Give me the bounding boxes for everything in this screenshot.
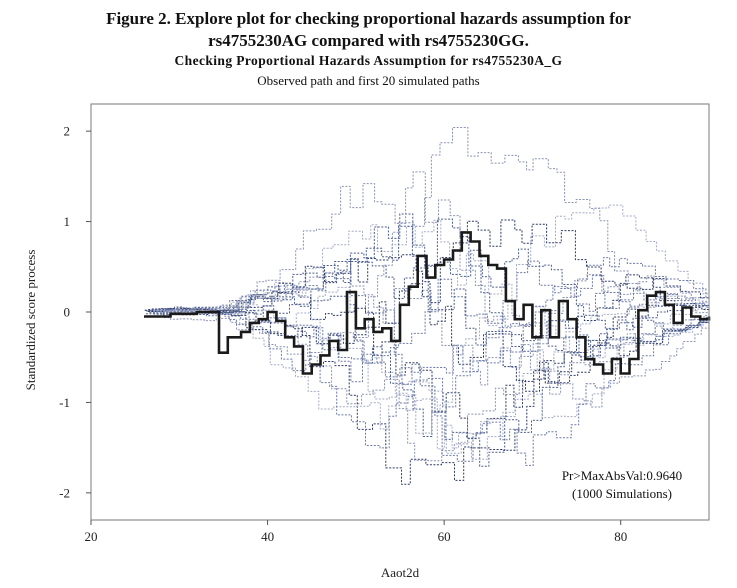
- simulated-path: [149, 257, 710, 449]
- simulated-path: [150, 274, 710, 462]
- simulated-path: [153, 271, 710, 386]
- x-axis-ticks: 20 40 60 80: [85, 520, 627, 544]
- y-tick-label: -2: [59, 485, 70, 500]
- y-tick-label: 2: [64, 124, 71, 139]
- simulated-path: [153, 295, 710, 450]
- y-tick-label: -1: [59, 395, 70, 410]
- figure-caption-line-1: Figure 2. Explore plot for checking prop…: [106, 9, 631, 28]
- chart-title: Checking Proportional Hazards Assumption…: [174, 53, 563, 68]
- simulated-path: [154, 276, 710, 466]
- x-tick-label: 20: [85, 529, 98, 544]
- simulated-path: [147, 219, 710, 345]
- observed-path: [144, 231, 711, 375]
- y-tick-label: 0: [64, 305, 71, 320]
- chart-subtitle: Observed path and first 20 simulated pat…: [257, 73, 480, 88]
- annotation-pvalue: Pr>MaxAbsVal:0.9640: [562, 468, 682, 483]
- x-tick-label: 80: [614, 529, 627, 544]
- simulated-path: [156, 127, 710, 361]
- x-tick-label: 60: [438, 529, 451, 544]
- simulated-path: [152, 213, 710, 348]
- y-axis-label: Standardized score process: [23, 250, 38, 391]
- figure-caption-line-2: rs4755230AG compared with rs4755230GG.: [208, 31, 529, 50]
- simulated-paths: [144, 127, 710, 485]
- y-tick-label: 1: [64, 214, 71, 229]
- simulated-path: [145, 258, 710, 358]
- y-axis-ticks: -2 -1 0 1 2: [59, 124, 91, 500]
- simulated-path: [153, 219, 710, 359]
- x-tick-label: 40: [261, 529, 274, 544]
- simulated-path: [152, 171, 710, 408]
- simulated-path: [151, 291, 710, 440]
- simulated-path: [146, 285, 710, 460]
- observed-path-line: [144, 231, 711, 375]
- simulated-path: [152, 289, 710, 383]
- annotation-simulations: (1000 Simulations): [572, 486, 672, 501]
- simulated-path: [146, 254, 710, 392]
- simulated-path: [148, 286, 710, 467]
- simulated-path: [151, 260, 710, 364]
- x-axis-label: Aaot2d: [381, 565, 420, 580]
